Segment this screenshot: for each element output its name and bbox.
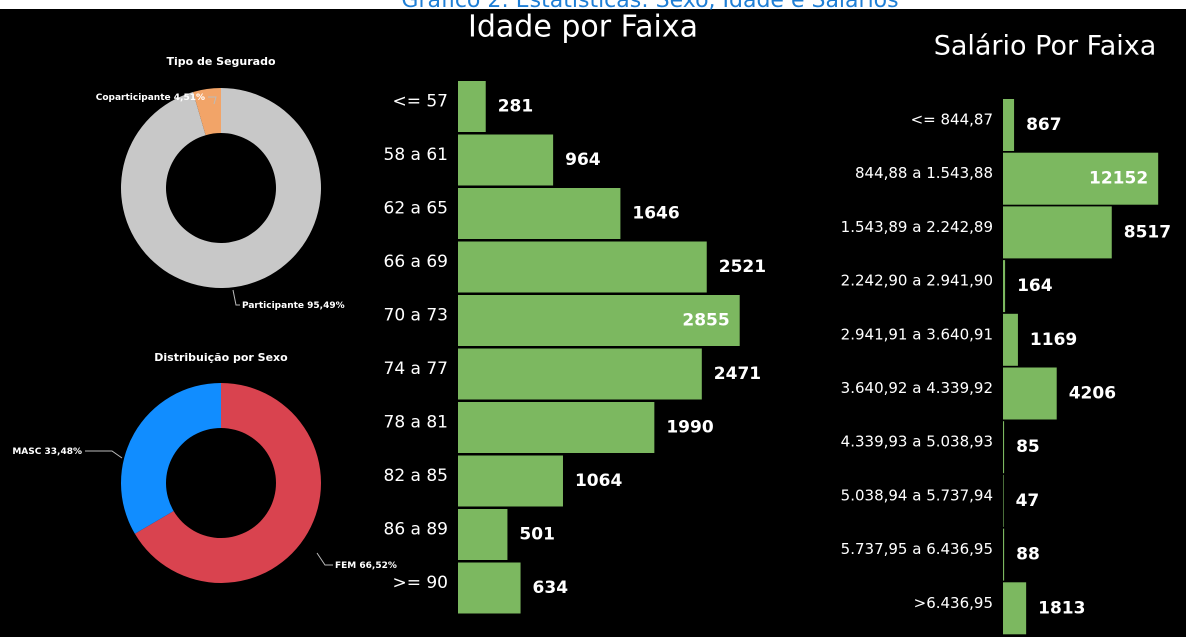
category-label: >= 90 <box>392 573 448 593</box>
category-label: 5.737,95 a 6.436,95 <box>841 540 993 558</box>
category-label: 2.242,90 a 2.941,90 <box>841 272 993 290</box>
leader-line <box>208 96 217 105</box>
value-label: 1990 <box>666 418 713 438</box>
value-label: 2471 <box>714 364 761 384</box>
category-label: 62 a 65 <box>384 199 449 219</box>
category-label: 78 a 81 <box>384 413 449 433</box>
value-label: 88 <box>1016 545 1040 565</box>
category-label: 4.339,93 a 5.038,93 <box>841 433 993 451</box>
chart-title: Idade por Faixa <box>468 10 698 45</box>
leader-line <box>85 450 123 459</box>
bar <box>1003 152 1159 205</box>
bar <box>458 509 508 560</box>
category-label: 74 a 77 <box>384 359 449 379</box>
value-label: 1064 <box>575 471 622 491</box>
value-label: 2521 <box>719 257 766 277</box>
category-label: 844,88 a 1.543,88 <box>855 164 993 182</box>
bar <box>1003 313 1018 366</box>
slice-label: Participante 95,49% <box>242 301 345 311</box>
value-label: 1169 <box>1030 330 1077 350</box>
bar <box>1003 99 1015 151</box>
bar <box>1003 260 1006 313</box>
category-label: 58 a 61 <box>384 145 449 165</box>
donut-title: Tipo de Segurado <box>166 55 276 68</box>
value-label: 47 <box>1016 491 1040 511</box>
bar <box>1003 582 1027 635</box>
value-label: 164 <box>1017 276 1053 296</box>
bar <box>458 348 702 400</box>
donut-title: Distribuição por Sexo <box>154 351 288 364</box>
value-label: 12152 <box>1089 169 1148 189</box>
category-label: 70 a 73 <box>384 306 449 326</box>
bar <box>458 134 554 186</box>
slice-label: MASC 33,48% <box>12 447 82 457</box>
bar <box>1003 421 1005 474</box>
category-label: 2.941,91 a 3.640,91 <box>841 325 993 343</box>
leader-line <box>316 552 333 566</box>
bar <box>458 241 707 293</box>
bar <box>1003 528 1005 581</box>
category-label: >6.436,95 <box>914 594 993 612</box>
value-label: 2855 <box>682 311 729 331</box>
category-label: <= 57 <box>392 92 448 112</box>
value-label: 1813 <box>1038 598 1085 618</box>
category-label: 82 a 85 <box>384 466 449 486</box>
category-label: <= 844,87 <box>911 111 993 129</box>
value-label: 964 <box>565 150 601 170</box>
bar <box>458 81 486 132</box>
category-label: 66 a 69 <box>384 252 449 272</box>
category-label: 3.640,92 a 4.339,92 <box>841 379 993 397</box>
caption: Gráfico 2: Estatísticas: Sexo, Idade e S… <box>401 0 898 13</box>
bar <box>458 402 655 453</box>
slice-label: FEM 66,52% <box>335 561 397 571</box>
donut-slice <box>121 88 322 289</box>
value-label: 867 <box>1026 115 1062 135</box>
bar <box>1003 206 1112 259</box>
donut-slice <box>121 383 221 534</box>
slice-category: MASC <box>12 447 41 457</box>
value-label: 501 <box>519 525 555 545</box>
value-label: 4206 <box>1069 384 1116 404</box>
donut-slice <box>134 382 321 583</box>
value-label: 85 <box>1016 437 1040 457</box>
slice-value: 4,51% <box>174 93 205 103</box>
slice-label: Coparticipante 4,51% <box>96 93 205 103</box>
category-label: 5.038,94 a 5.737,94 <box>841 486 993 504</box>
category-label: 86 a 89 <box>384 520 449 540</box>
slice-category: Participante <box>242 301 304 311</box>
value-label: 8517 <box>1124 222 1171 242</box>
bar <box>458 295 740 346</box>
value-label: 634 <box>533 578 569 598</box>
slice-category: FEM <box>335 561 356 571</box>
bar <box>458 188 621 239</box>
value-label: 1646 <box>632 204 679 224</box>
slice-value: 95,49% <box>307 301 345 311</box>
leader-line <box>232 289 240 306</box>
bar <box>1003 367 1057 420</box>
chart-title: Salário Por Faixa <box>934 31 1157 62</box>
category-label: 1.543,89 a 2.242,89 <box>841 218 993 236</box>
caption-strip <box>0 0 1186 9</box>
bar <box>1003 474 1004 527</box>
slice-value: 66,52% <box>359 561 397 571</box>
slice-category: Coparticipante <box>96 93 171 103</box>
slice-value: 33,48% <box>45 447 83 457</box>
value-label: 281 <box>498 97 534 117</box>
bar <box>458 455 563 507</box>
bar <box>458 562 521 614</box>
donut-slice <box>193 88 221 136</box>
